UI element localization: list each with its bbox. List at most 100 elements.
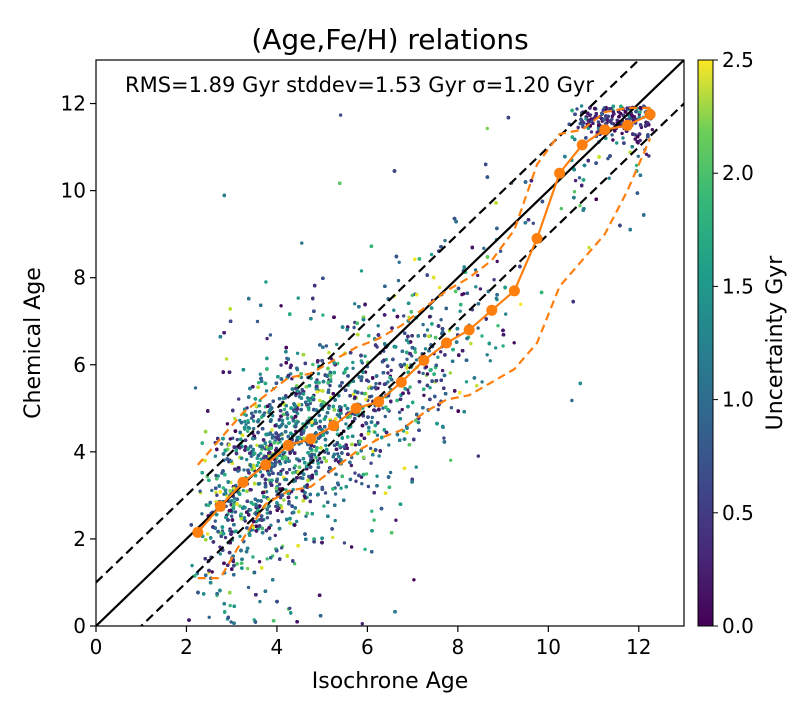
scatter-point xyxy=(343,403,347,408)
scatter-point xyxy=(245,457,249,462)
scatter-point xyxy=(578,204,582,208)
scatter-point xyxy=(265,511,269,515)
scatter-point xyxy=(372,518,376,522)
scatter-point xyxy=(237,397,241,401)
scatter-point xyxy=(572,190,577,194)
scatter-point xyxy=(359,475,364,479)
scatter-point xyxy=(370,415,374,420)
scatter-point xyxy=(229,480,233,485)
scatter-point xyxy=(259,451,263,455)
scatter-point xyxy=(319,460,324,464)
scatter-point xyxy=(295,410,299,414)
scatter-point xyxy=(429,252,434,257)
scatter-point xyxy=(475,384,479,388)
scatter-point xyxy=(223,535,228,540)
scatter-point xyxy=(408,385,412,389)
scatter-point xyxy=(295,519,299,524)
scatter-point xyxy=(360,391,364,395)
scatter-point xyxy=(210,570,214,574)
scatter-point xyxy=(394,518,398,522)
scatter-point xyxy=(324,443,328,448)
scatter-point xyxy=(480,380,484,384)
scatter-point xyxy=(214,473,218,478)
scatter-point xyxy=(213,519,217,523)
scatter-point xyxy=(606,156,610,161)
scatter-point xyxy=(270,428,274,432)
scatter-point xyxy=(293,464,297,468)
scatter-point xyxy=(584,117,588,121)
scatter-point xyxy=(242,468,246,472)
scatter-point xyxy=(436,355,440,359)
scatter-point xyxy=(251,555,255,559)
scatter-point xyxy=(210,488,214,493)
scatter-point xyxy=(287,467,292,472)
scatter-point xyxy=(318,456,322,461)
scatter-point xyxy=(488,359,492,363)
scatter-point xyxy=(644,152,649,156)
scatter-point xyxy=(229,620,233,624)
scatter-point xyxy=(230,514,234,518)
scatter-point xyxy=(244,423,248,427)
scatter-point xyxy=(476,454,480,458)
scatter-point xyxy=(213,454,218,458)
scatter-point xyxy=(269,468,273,473)
scatter-point xyxy=(400,407,404,412)
scatter-point xyxy=(610,133,614,137)
scatter-point xyxy=(270,436,274,440)
scatter-point xyxy=(573,178,578,183)
scatter-point xyxy=(354,479,358,483)
scatter-point xyxy=(397,260,401,264)
scatter-point xyxy=(233,510,238,514)
scatter-point xyxy=(336,452,340,456)
scatter-point xyxy=(252,426,256,431)
scatter-point xyxy=(323,491,328,495)
scatter-point xyxy=(369,461,373,465)
scatter-point xyxy=(620,131,624,136)
scatter-point xyxy=(318,398,322,403)
scatter-point xyxy=(589,130,594,134)
scatter-point xyxy=(392,308,396,312)
scatter-point xyxy=(273,533,277,538)
scatter-point xyxy=(353,302,357,306)
scatter-point xyxy=(344,422,348,426)
scatter-point xyxy=(255,319,260,324)
scatter-point xyxy=(351,360,355,365)
scatter-point xyxy=(425,328,430,332)
scatter-point xyxy=(277,482,282,486)
scatter-point xyxy=(246,585,251,590)
scatter-point xyxy=(238,534,242,538)
scatter-point xyxy=(364,397,368,402)
scatter-point xyxy=(257,560,262,564)
scatter-point xyxy=(282,407,287,412)
scatter-point xyxy=(305,396,310,400)
scatter-point xyxy=(512,341,516,345)
scatter-point xyxy=(311,362,315,367)
scatter-point xyxy=(576,125,580,130)
scatter-point xyxy=(414,358,419,362)
scatter-point xyxy=(279,363,283,367)
scatter-point xyxy=(519,302,523,306)
scatter-point xyxy=(351,392,355,396)
scatter-point xyxy=(363,354,367,358)
scatter-point xyxy=(428,386,432,390)
scatter-point xyxy=(281,467,285,472)
scatter-point xyxy=(397,410,402,414)
scatter-point xyxy=(271,414,275,418)
scatter-point xyxy=(628,150,632,154)
scatter-point xyxy=(279,304,283,308)
scatter-point xyxy=(228,437,232,441)
scatter-point xyxy=(224,357,229,361)
scatter-point xyxy=(228,603,232,608)
scatter-point xyxy=(316,372,321,376)
scatter-point xyxy=(300,241,304,245)
scatter-point xyxy=(214,490,218,495)
scatter-point xyxy=(360,482,364,486)
scatter-point xyxy=(296,296,300,300)
scatter-point xyxy=(478,287,483,291)
scatter-point xyxy=(268,333,273,337)
scatter-point xyxy=(360,622,364,626)
scatter-point xyxy=(288,606,292,610)
scatter-point xyxy=(221,486,225,490)
scatter-point xyxy=(375,433,380,437)
